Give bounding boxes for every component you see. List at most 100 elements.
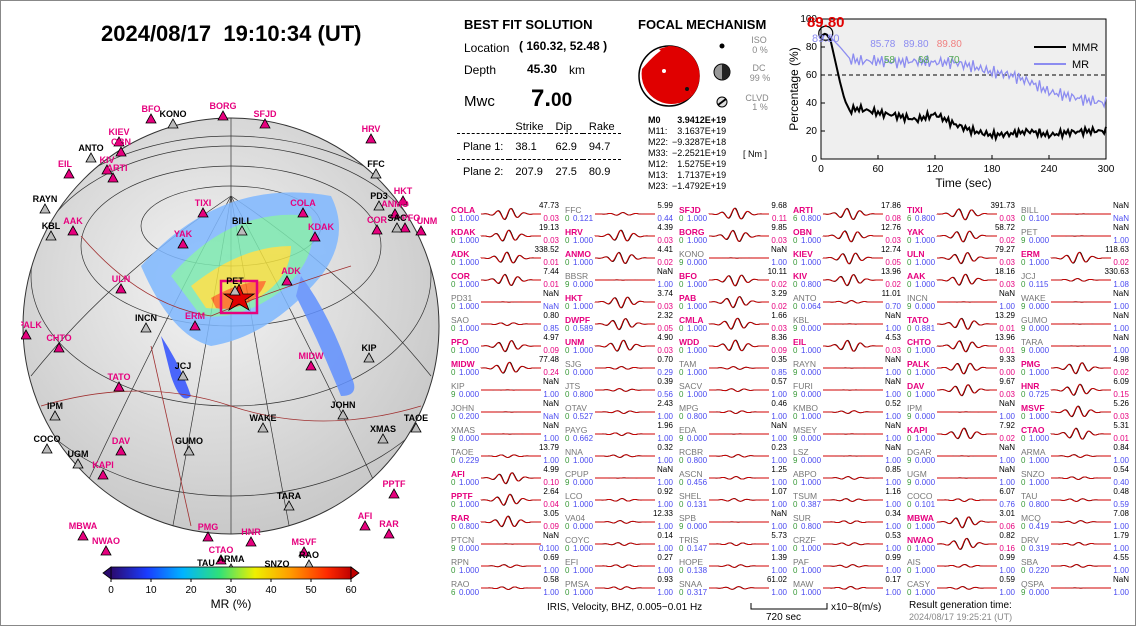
bestfit-heading: BEST FIT SOLUTION <box>464 17 593 32</box>
plane1-label: Plane 1: <box>463 140 504 153</box>
quality-flag: 0 <box>1021 544 1026 553</box>
quality-flag: 0 <box>679 368 684 377</box>
station-name: XMAS <box>451 425 475 435</box>
quality-flag: 9 <box>793 434 798 443</box>
x-axis-label: Time (sec) <box>935 176 991 190</box>
y-axis-label: Percentage (%) <box>787 47 801 130</box>
station-triangle-icon <box>415 225 427 236</box>
dc-label: DC <box>752 63 766 73</box>
misfit-value: 1.00 <box>885 456 901 465</box>
amplitude-value: 4.97 <box>543 333 559 342</box>
synthetic-trace <box>1051 520 1111 524</box>
station-name: OTAV <box>565 403 587 413</box>
synthetic-trace <box>709 476 769 480</box>
station-label: ANMO <box>381 199 409 209</box>
amplitude-value: NaN <box>771 421 787 430</box>
amplitude-value: NaN <box>543 399 559 408</box>
synthetic-trace <box>1051 564 1111 568</box>
amplitude-value: NaN <box>543 531 559 540</box>
waveform-row: KBL NaN 9 0.000 1.00 <box>793 311 902 333</box>
misfit-value: 1.00 <box>657 566 673 575</box>
plane2-strike: 207.9 <box>515 165 543 178</box>
weight-value: 1.000 <box>687 214 708 223</box>
quality-flag: 0 <box>451 280 456 289</box>
station-label: EIL <box>58 159 73 169</box>
station-name: MIDW <box>451 359 476 369</box>
colorbar-tick-label: 60 <box>345 585 357 596</box>
moment-value: −1.4792E+19 <box>672 181 727 191</box>
station-name: EDA <box>679 425 697 435</box>
misfit-value: 1.00 <box>771 390 787 399</box>
quality-flag: 0 <box>907 258 912 267</box>
quality-flag: 0 <box>451 214 456 223</box>
station-name: SBA <box>1021 557 1038 567</box>
station-name: CMLA <box>679 315 704 325</box>
synthetic-trace <box>1051 454 1111 458</box>
quality-flag: 0 <box>679 302 684 311</box>
misfit-value: 0.03 <box>999 258 1015 267</box>
quality-flag: 9 <box>679 434 684 443</box>
synthetic-trace <box>595 498 655 502</box>
station-name: PFO <box>451 337 469 347</box>
station-name: BBSR <box>565 271 588 281</box>
misfit-value: 0.03 <box>657 302 673 311</box>
series-line-mr <box>820 33 1107 109</box>
misfit-value: 1.00 <box>1113 346 1129 355</box>
station-name: SUR <box>793 513 811 523</box>
misfit-value: 1.00 <box>1113 456 1129 465</box>
misfit-value: 1.00 <box>885 324 901 333</box>
amplitude-value: 13.79 <box>539 443 560 452</box>
misfit-value: 0.01 <box>999 324 1015 333</box>
station-name: AAK <box>907 271 926 281</box>
station-name: KDAK <box>451 227 476 237</box>
station-label: TAOE <box>404 413 428 423</box>
station-label: MSVF <box>291 537 317 547</box>
weight-value: 0.800 <box>1029 500 1050 509</box>
synthetic-trace <box>709 564 769 568</box>
weight-value: 0.000 <box>573 522 594 531</box>
quality-flag: 0 <box>1021 456 1026 465</box>
waveform-row: PMSA 0.93 0 1.000 1.00 <box>565 575 674 597</box>
misfit-value: 1.00 <box>999 588 1015 597</box>
synthetic-trace <box>595 520 655 524</box>
waveform-row: IPM NaN 9 0.000 1.00 <box>907 399 1016 421</box>
quality-flag: 0 <box>907 588 912 597</box>
misfit-value: 1.00 <box>657 522 673 531</box>
station-triangle-icon <box>215 554 227 565</box>
station-name: SAO <box>451 315 469 325</box>
quality-flag: 0 <box>679 390 684 399</box>
station-triangle-icon <box>383 528 395 539</box>
quality-flag: 9 <box>1021 588 1026 597</box>
weight-value: 0.101 <box>915 500 936 509</box>
quality-flag: 0 <box>1021 280 1026 289</box>
misfit-value: 0.59 <box>1113 500 1129 509</box>
station-name: PMG <box>1021 359 1041 369</box>
station-name: BFO <box>679 271 697 281</box>
quality-flag: 0 <box>1021 434 1026 443</box>
quality-flag: 0 <box>679 214 684 223</box>
quality-flag: 0 <box>907 346 912 355</box>
misfit-value: 1.00 <box>771 522 787 531</box>
station-label: UGM <box>68 449 89 459</box>
amplitude-value: 0.39 <box>657 377 673 386</box>
station-name: RCBR <box>679 447 703 457</box>
weight-value: 0.000 <box>1029 324 1050 333</box>
waveform-row: CHTO 13.96 0 1.000 0.01 <box>907 333 1016 355</box>
station-triangle-icon <box>67 225 79 236</box>
misfit-value: 0.09 <box>543 346 559 355</box>
chart-annotation: 85.78 <box>870 39 895 50</box>
synthetic-trace <box>709 410 769 414</box>
amplitude-value: 11.01 <box>882 289 902 298</box>
amplitude-value: NaN <box>771 245 787 254</box>
waveform-row: PALK 9.33 0 1.000 0.00 <box>907 355 1016 377</box>
colorbar-tick-label: 10 <box>145 585 157 596</box>
misfit-value: 1.00 <box>657 500 673 509</box>
station-label: OBN <box>111 137 131 147</box>
synthetic-trace <box>480 252 541 264</box>
station-label: TAU <box>197 558 215 568</box>
quality-flag: 9 <box>907 412 912 421</box>
quality-flag: 0 <box>907 324 912 333</box>
quality-flag: 9 <box>565 478 570 487</box>
